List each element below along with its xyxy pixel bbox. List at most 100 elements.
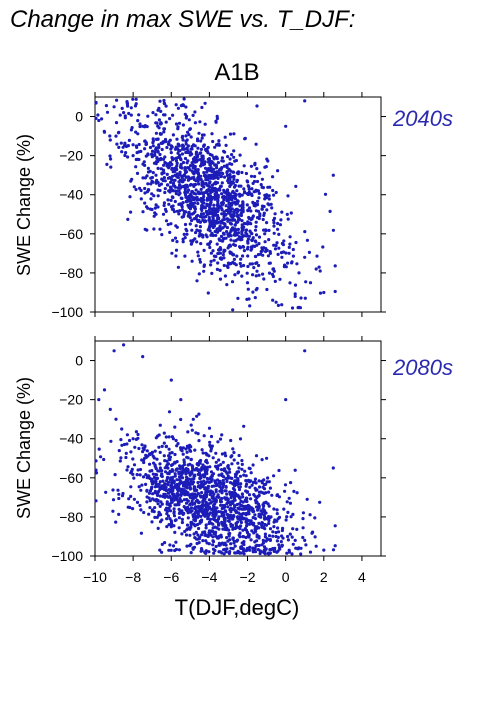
data-point [167, 506, 171, 510]
data-point [215, 483, 219, 487]
data-point [156, 137, 160, 141]
data-point [112, 105, 116, 109]
data-point [225, 283, 229, 287]
data-point [242, 249, 246, 253]
data-point [211, 540, 216, 544]
data-point [169, 476, 173, 480]
data-point [195, 414, 199, 418]
data-point [244, 484, 248, 488]
data-point [228, 175, 232, 179]
data-point [165, 500, 169, 504]
data-point [257, 235, 262, 239]
data-point [120, 494, 125, 498]
data-point [131, 143, 135, 147]
data-point [174, 103, 178, 107]
data-point [211, 522, 215, 526]
data-point [255, 526, 259, 531]
data-point [209, 240, 213, 244]
data-point [166, 176, 170, 180]
data-point [178, 183, 182, 187]
data-point [176, 175, 180, 180]
data-point [235, 211, 239, 215]
data-point [139, 188, 143, 193]
data-point [253, 494, 257, 498]
data-point [179, 398, 183, 402]
data-point [179, 165, 183, 170]
data-point [188, 544, 192, 548]
data-point [125, 468, 129, 472]
data-point [139, 197, 143, 201]
data-point [265, 208, 269, 212]
data-point [253, 540, 257, 544]
data-point [204, 181, 208, 186]
data-point [265, 480, 269, 484]
data-point [191, 183, 195, 187]
data-point [233, 197, 238, 201]
data-point [177, 482, 181, 486]
data-point [199, 547, 204, 551]
data-point [189, 520, 193, 525]
data-point [240, 193, 244, 197]
data-point [292, 489, 296, 493]
data-point [167, 140, 171, 144]
data-point [267, 534, 272, 538]
data-point [283, 263, 287, 267]
data-point [185, 455, 189, 459]
y-tick-label: −100 [51, 304, 83, 320]
data-point [228, 132, 233, 136]
data-point [180, 196, 184, 201]
data-point [198, 494, 202, 498]
data-point [131, 154, 135, 158]
data-point [141, 458, 146, 462]
data-point [124, 151, 128, 155]
data-point [233, 273, 237, 277]
data-point [218, 224, 222, 228]
data-point [203, 530, 207, 534]
data-point [268, 537, 272, 542]
data-point [206, 242, 210, 246]
data-point [265, 248, 269, 252]
data-point [104, 104, 108, 108]
data-point [219, 174, 223, 179]
data-point [229, 496, 233, 500]
data-point [271, 267, 275, 271]
data-point [267, 203, 271, 207]
data-point [246, 237, 250, 241]
data-point [134, 165, 138, 169]
data-point [257, 485, 262, 489]
data-point [229, 522, 233, 526]
data-point [190, 218, 194, 223]
data-point [222, 552, 226, 556]
data-point [260, 458, 264, 462]
data-point [190, 190, 194, 194]
data-point [195, 279, 199, 283]
data-point [254, 274, 258, 278]
data-point [240, 512, 244, 516]
data-point [186, 130, 190, 134]
data-point [225, 471, 229, 475]
data-point [246, 184, 250, 188]
data-point [152, 227, 156, 231]
data-point [225, 536, 229, 540]
data-point [191, 496, 195, 500]
data-point [244, 499, 248, 503]
data-point [220, 452, 224, 456]
data-point [153, 449, 157, 453]
data-point [221, 504, 225, 508]
data-point [143, 176, 147, 180]
data-point [108, 134, 112, 138]
data-point [333, 289, 337, 294]
data-point [275, 519, 279, 523]
y-tick-label: 0 [75, 109, 83, 125]
data-point [213, 170, 217, 174]
data-point [197, 484, 202, 488]
data-point [293, 292, 297, 296]
data-point [261, 217, 265, 222]
data-point [195, 158, 199, 162]
data-point [255, 543, 259, 548]
data-point [286, 538, 290, 542]
data-point [241, 507, 245, 511]
data-point [235, 214, 239, 218]
data-point [293, 538, 297, 543]
data-point [158, 122, 163, 126]
